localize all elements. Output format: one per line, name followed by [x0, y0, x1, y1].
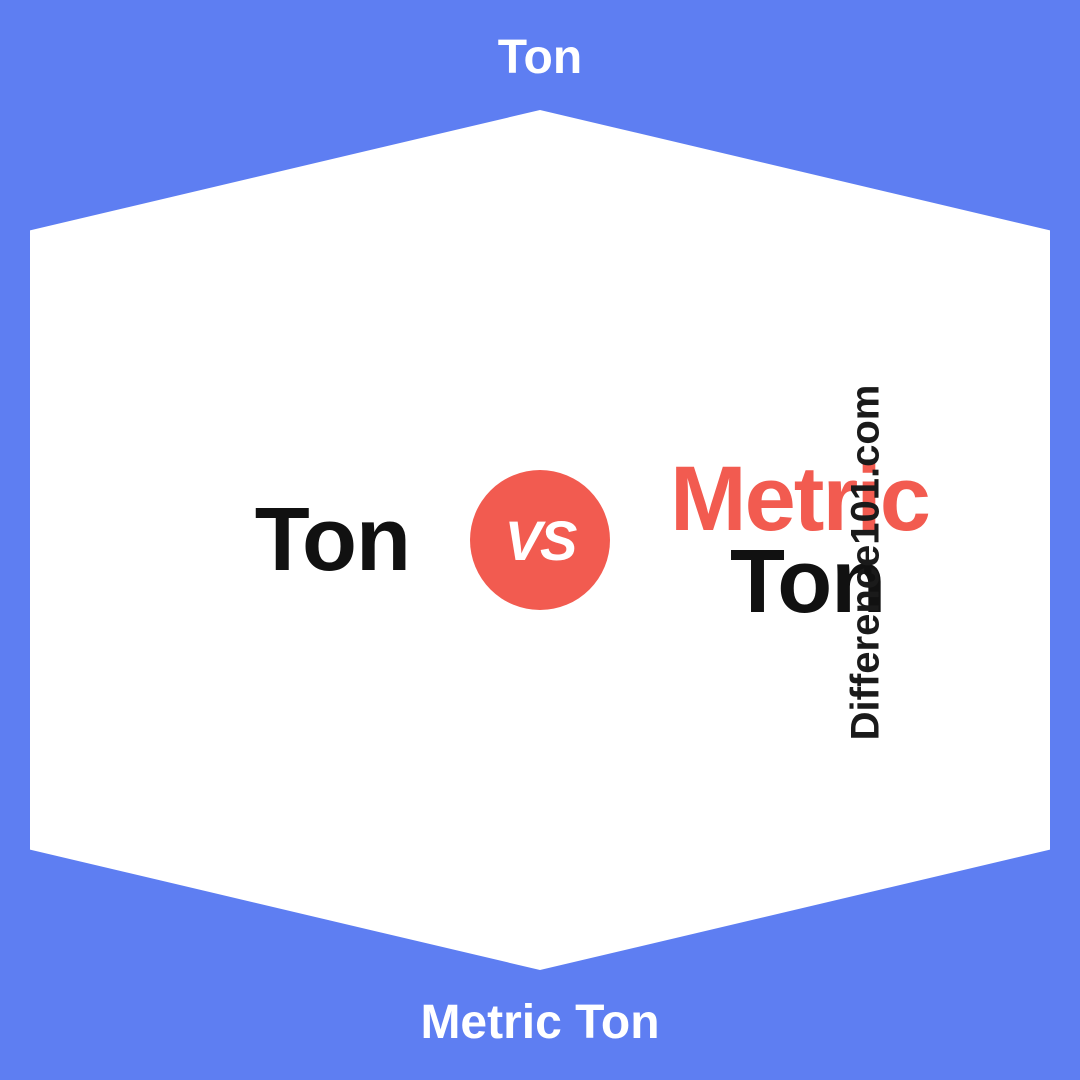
left-term: Ton — [0, 489, 420, 592]
bottom-header-label: Metric Ton — [0, 995, 1080, 1050]
vs-label: VS — [505, 508, 576, 573]
vs-badge-inner: VS — [470, 470, 610, 610]
vs-badge: VS — [450, 450, 630, 630]
comparison-content: Ton VS Metric Ton — [0, 0, 1080, 1080]
site-watermark: Difference101.com — [844, 385, 889, 741]
top-header-label: Ton — [0, 30, 1080, 85]
